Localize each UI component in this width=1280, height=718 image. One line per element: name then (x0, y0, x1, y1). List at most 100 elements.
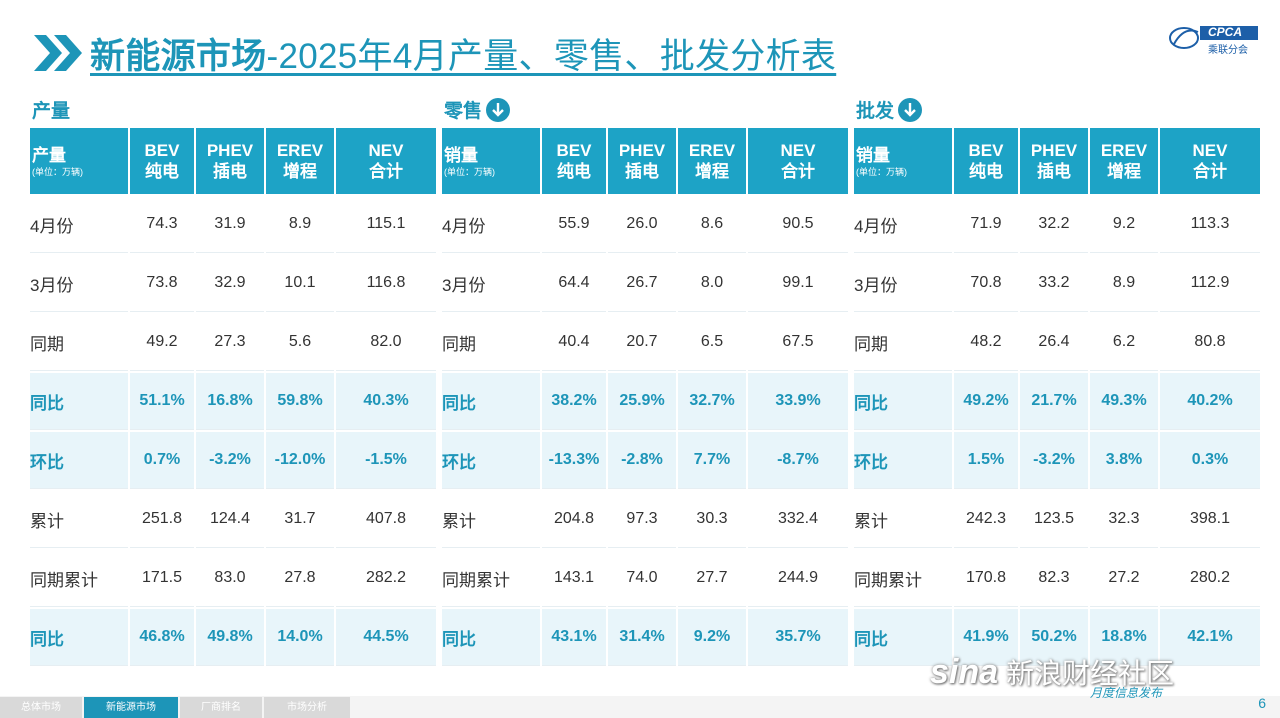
table-cell: 112.9 (1160, 255, 1260, 312)
table-cell: 50.2% (1020, 609, 1088, 666)
tab-market-analysis[interactable]: 市场分析 (264, 697, 350, 718)
section-label-text: 零售 (444, 101, 483, 122)
table-row: 同期累计 143.1 74.0 27.7 244.9 (442, 550, 848, 607)
table-cell: 8.0 (678, 255, 746, 312)
wholesale-table: 销量 (单位：万辆) BEV 纯电 PHEV 插电 EREV 增程 NEV 合计 4月份 71.9 32… (852, 126, 1262, 668)
table-cell: 115.1 (336, 196, 436, 253)
table-cell: 398.1 (1160, 491, 1260, 548)
table-row: 同期累计 170.8 82.3 27.2 280.2 (854, 550, 1260, 607)
header-line2: 纯电 (145, 162, 179, 181)
double-chevron-icon (32, 31, 90, 75)
header-line2: 增程 (283, 162, 317, 181)
table-cell: 7.7% (678, 432, 746, 489)
header-title: 产量 (32, 145, 66, 165)
table-cell: 41.9% (954, 609, 1018, 666)
header-cell: PHEV 插电 (196, 128, 264, 194)
page-number: 6 (1258, 695, 1266, 711)
header-cell: PHEV 插电 (608, 128, 676, 194)
tab-overall-market[interactable]: 总体市场 (0, 697, 82, 718)
table-cell: 49.2% (954, 373, 1018, 430)
row-label: 累计 (442, 491, 540, 548)
tab-nev-market[interactable]: 新能源市场 (84, 697, 178, 718)
table-cell: 35.7% (748, 609, 848, 666)
table-row: 4月份 74.3 31.9 8.9 115.1 (30, 196, 436, 253)
table-cell: 73.8 (130, 255, 194, 312)
table-cell: 6.5 (678, 314, 746, 371)
logo-subtext: 乘联分会 (1208, 45, 1248, 56)
table-cell: 46.8% (130, 609, 194, 666)
header-line2: 合计 (1193, 162, 1227, 181)
header-line1: NEV (368, 141, 404, 160)
row-label: 同比 (442, 609, 540, 666)
table-row: 累计 242.3 123.5 32.3 398.1 (854, 491, 1260, 548)
table-cell: 51.1% (130, 373, 194, 430)
header-cell: NEV 合计 (1160, 128, 1260, 194)
table-cell: 113.3 (1160, 196, 1260, 253)
table-row: 同期 49.2 27.3 5.6 82.0 (30, 314, 436, 371)
row-label: 同期 (854, 314, 952, 371)
table-cell: 38.2% (542, 373, 606, 430)
table-row: 同期 40.4 20.7 6.5 67.5 (442, 314, 848, 371)
table-row: 环比 1.5% -3.2% 3.8% 0.3% (854, 432, 1260, 489)
table-cell: 33.2 (1020, 255, 1088, 312)
table-cell: 27.3 (196, 314, 264, 371)
header-line2: 插电 (213, 162, 247, 181)
table-cell: 74.3 (130, 196, 194, 253)
table-cell: 116.8 (336, 255, 436, 312)
section-label-text: 批发 (856, 101, 895, 122)
table-cell: -2.8% (608, 432, 676, 489)
tab-maker-ranking[interactable]: 厂商排名 (180, 697, 262, 718)
header-line1: EREV (688, 141, 736, 160)
table-cell: 40.2% (1160, 373, 1260, 430)
table-cell: 26.4 (1020, 314, 1088, 371)
table-row: 同比 41.9% 50.2% 18.8% 42.1% (854, 609, 1260, 666)
table-row: 环比 0.7% -3.2% -12.0% -1.5% (30, 432, 436, 489)
title-strong: 新能源市场 (90, 36, 267, 76)
header-unit: (单位：万辆) (32, 166, 83, 177)
table-cell: 5.6 (266, 314, 334, 371)
table-cell: 3.8% (1090, 432, 1158, 489)
header-line1: PHEV (1030, 141, 1078, 160)
table-cell: 244.9 (748, 550, 848, 607)
table-cell: 8.9 (1090, 255, 1158, 312)
table-cell: 32.3 (1090, 491, 1158, 548)
row-label: 同比 (854, 373, 952, 430)
table-cell: 71.9 (954, 196, 1018, 253)
header-line1: BEV (556, 141, 592, 160)
row-label: 3月份 (30, 255, 128, 312)
table-cell: 26.7 (608, 255, 676, 312)
table-cell: 43.1% (542, 609, 606, 666)
row-label: 同期 (30, 314, 128, 371)
table-cell: 67.5 (748, 314, 848, 371)
table-cell: 70.8 (954, 255, 1018, 312)
table-cell: 48.2 (954, 314, 1018, 371)
table-cell: 27.8 (266, 550, 334, 607)
row-label: 3月份 (442, 255, 540, 312)
table-cell: 31.9 (196, 196, 264, 253)
tab-label: 厂商排名 (201, 702, 241, 713)
page-title: 新能源市场-2025年4月产量、零售、批发分析表 (90, 28, 836, 79)
header-cell: NEV 合计 (748, 128, 848, 194)
header-cell: BEV 纯电 (954, 128, 1018, 194)
table-cell: 0.7% (130, 432, 194, 489)
table-cell: 49.3% (1090, 373, 1158, 430)
tab-label: 市场分析 (287, 702, 327, 713)
table-cell: 242.3 (954, 491, 1018, 548)
table-row: 同比 51.1% 16.8% 59.8% 40.3% (30, 373, 436, 430)
retail-table: 销量 (单位：万辆) BEV 纯电 PHEV 插电 EREV 增程 NEV 合计 4月份 55.9 26… (440, 126, 850, 668)
table-cell: 8.6 (678, 196, 746, 253)
table-cell: 123.5 (1020, 491, 1088, 548)
monthly-release-text: 月度信息发布 (1090, 686, 1163, 700)
table-row: 同期 48.2 26.4 6.2 80.8 (854, 314, 1260, 371)
table-cell: 97.3 (608, 491, 676, 548)
row-label: 同期累计 (30, 550, 128, 607)
header-cell: PHEV 插电 (1020, 128, 1088, 194)
table-cell: 59.8% (266, 373, 334, 430)
row-label: 累计 (854, 491, 952, 548)
header-cell-metric: 销量 (单位：万辆) (442, 128, 540, 194)
table-cell: 14.0% (266, 609, 334, 666)
table-cell: 49.8% (196, 609, 264, 666)
table-row: 同比 38.2% 25.9% 32.7% 33.9% (442, 373, 848, 430)
table-row: 同期累计 171.5 83.0 27.8 282.2 (30, 550, 436, 607)
header-line2: 增程 (695, 162, 729, 181)
